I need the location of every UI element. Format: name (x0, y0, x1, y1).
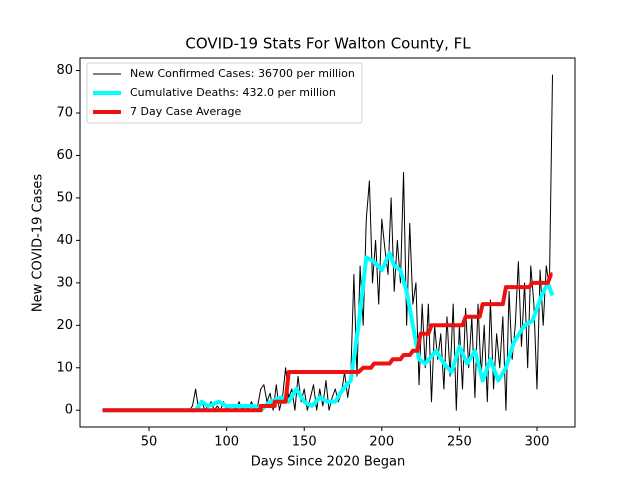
legend-label: New Confirmed Cases: 36700 per million (130, 67, 355, 80)
y-tick-label: 20 (56, 318, 73, 333)
x-tick-label: 100 (214, 435, 239, 450)
series-line (102, 272, 553, 413)
legend-label: Cumulative Deaths: 432.0 per million (130, 86, 336, 99)
y-tick-label: 40 (56, 233, 73, 248)
legend-label: 7 Day Case Average (130, 105, 242, 118)
y-tick-label: 60 (56, 148, 73, 163)
x-tick-label: 250 (447, 435, 472, 450)
x-axis-label: Days Since 2020 Began (251, 455, 406, 470)
y-tick-label: 0 (65, 403, 73, 418)
y-tick-label: 70 (56, 105, 73, 120)
x-tick-label: 150 (292, 435, 317, 450)
y-tick-label: 30 (56, 275, 73, 290)
series-line (102, 74, 553, 411)
y-tick-label: 10 (56, 360, 73, 375)
y-axis-label: New COVID-19 Cases (31, 174, 46, 312)
y-tick-label: 50 (56, 190, 73, 205)
x-tick-label: 50 (141, 435, 158, 450)
x-tick-label: 200 (369, 435, 394, 450)
x-tick-label: 300 (525, 435, 550, 450)
series-line (102, 251, 555, 413)
y-tick-label: 80 (56, 63, 73, 78)
plot-frame (79, 57, 576, 428)
legend-box (86, 62, 363, 124)
chart-title: COVID-19 Stats For Walton County, FL (185, 35, 471, 53)
